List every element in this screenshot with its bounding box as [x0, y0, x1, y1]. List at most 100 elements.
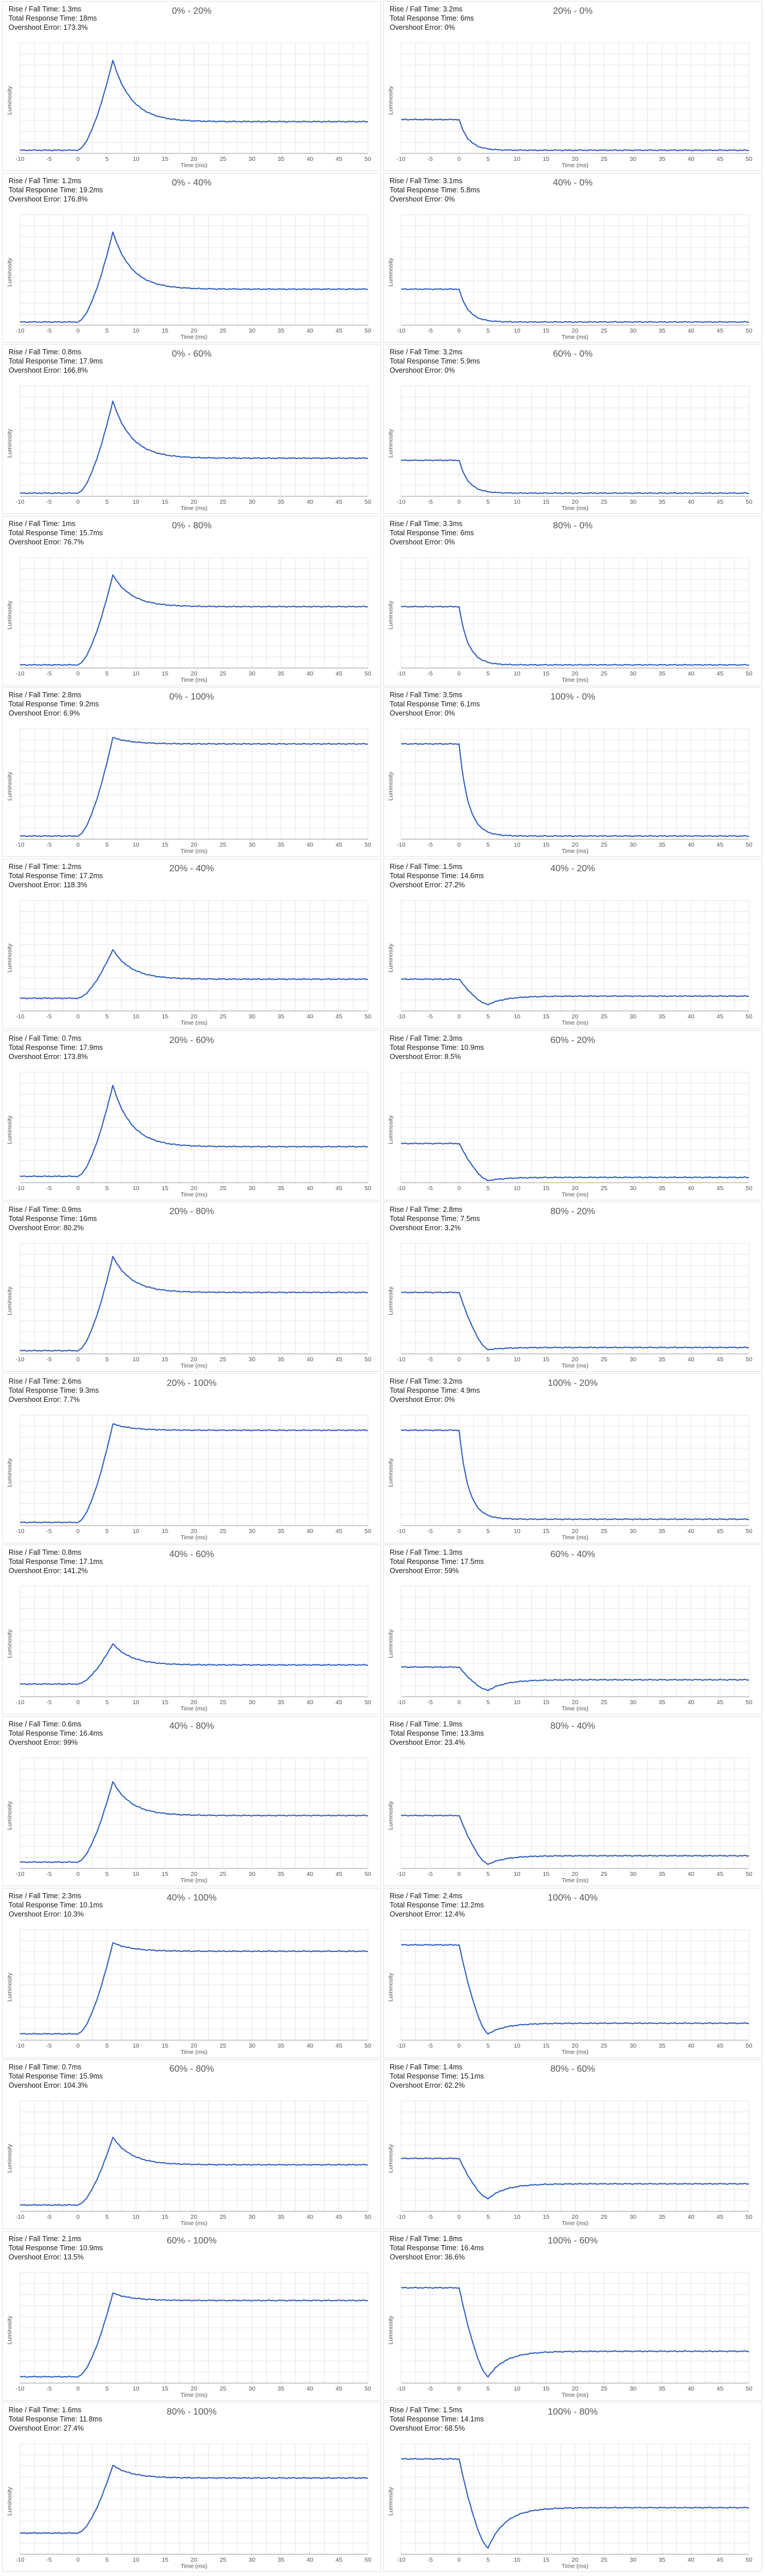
x-tick-label: 35	[278, 156, 284, 163]
x-tick-label: 0	[457, 670, 461, 677]
chart-stats: Rise / Fall Time: 1ms Total Response Time…	[9, 519, 103, 547]
y-axis-label: Luminosity	[6, 772, 13, 801]
x-tick-label: 35	[659, 1871, 665, 1878]
chart-title: 0% - 80%	[172, 521, 212, 531]
chart-title: 100% - 20%	[548, 1378, 598, 1388]
x-tick-label: 50	[746, 841, 752, 848]
chart-title: 20% - 80%	[169, 1207, 215, 1216]
x-tick-label: 40	[307, 499, 314, 505]
x-tick-label: 0	[76, 2557, 80, 2563]
x-tick-label: 30	[248, 499, 255, 505]
x-tick-label: 50	[364, 156, 371, 163]
x-tick-label: 10	[514, 1871, 521, 1878]
x-tick-label: 10	[133, 156, 140, 163]
x-tick-label: 5	[486, 1528, 490, 1535]
x-tick-label: 10	[133, 1699, 140, 1706]
x-tick-label: 15	[542, 1871, 549, 1878]
rise-fall-time: Rise / Fall Time: 0.7ms	[9, 1034, 82, 1042]
x-tick-label: 0	[76, 841, 80, 848]
x-tick-label: 45	[716, 2042, 723, 2049]
x-axis-label: Time (ms)	[562, 1705, 589, 1712]
chart-stats: Rise / Fall Time: 3.2ms Total Response Ti…	[390, 347, 480, 375]
chart-stats: Rise / Fall Time: 3.1ms Total Response Ti…	[390, 176, 480, 204]
response-series-line	[401, 742, 750, 837]
x-tick-label: 0	[76, 1871, 80, 1878]
x-tick-label: 50	[746, 2557, 752, 2563]
chart-panel: Rise / Fall Time: 0.8ms Total Response Ti…	[2, 344, 381, 514]
y-axis-label: Luminosity	[387, 86, 394, 115]
x-tick-label: 20	[572, 327, 578, 334]
x-tick-label: 40	[307, 1356, 314, 1363]
y-axis-label: Luminosity	[387, 600, 394, 630]
x-tick-label: 45	[716, 2557, 723, 2563]
x-tick-label: -5	[427, 1356, 433, 1363]
y-axis-label: Luminosity	[6, 943, 13, 973]
chart-title: 40% - 100%	[167, 1893, 217, 1903]
x-tick-label: 30	[629, 1871, 636, 1878]
chart-stats: Rise / Fall Time: 1.3ms Total Response Ti…	[390, 1548, 484, 1575]
rise-fall-time: Rise / Fall Time: 2.3ms	[390, 1034, 463, 1042]
x-tick-label: 50	[364, 1871, 371, 1878]
total-response-time: Total Response Time: 16ms	[9, 1215, 97, 1223]
x-tick-label: 30	[248, 327, 255, 334]
x-tick-label: 20	[191, 327, 197, 334]
x-tick-label: 20	[572, 2385, 578, 2392]
x-tick-label: -10	[397, 1013, 405, 1020]
x-axis-label: Time (ms)	[181, 2220, 208, 2227]
x-tick-label: 25	[601, 499, 608, 505]
chart-plot: -10 -5 0 5 10 15 20 25 30 35 40 45 50 Time (ms) Lumino…	[387, 42, 752, 169]
x-tick-label: 0	[457, 1699, 461, 1706]
rise-fall-time: Rise / Fall Time: 1.3ms	[390, 1548, 463, 1556]
chart-panel: Rise / Fall Time: 2.3ms Total Response Ti…	[2, 1888, 381, 2058]
chart-panel: Rise / Fall Time: 1.4ms Total Response Ti…	[383, 2059, 762, 2229]
x-tick-label: 45	[716, 1185, 723, 1192]
rise-fall-time: Rise / Fall Time: 2.3ms	[9, 1892, 82, 1900]
chart-title: 60% - 40%	[550, 1550, 596, 1559]
x-tick-label: 5	[486, 1185, 490, 1192]
x-tick-label: 0	[457, 2042, 461, 2049]
chart-stats: Rise / Fall Time: 2.6ms Total Response Ti…	[9, 1377, 99, 1404]
chart-stats: Rise / Fall Time: 1.5ms Total Response Ti…	[390, 862, 484, 890]
x-tick-label: 25	[601, 841, 608, 848]
x-tick-label: 35	[278, 1699, 284, 1706]
x-tick-label: 40	[688, 1528, 695, 1535]
x-tick-label: -10	[397, 841, 405, 848]
chart-title: 100% - 80%	[548, 2407, 598, 2417]
x-tick-label: 0	[76, 156, 80, 163]
chart-panel: Rise / Fall Time: 2.8ms Total Response Ti…	[2, 687, 381, 857]
x-tick-label: 20	[572, 670, 578, 677]
chart-plot: -10 -5 0 5 10 15 20 25 30 35 40 45 50 Time (ms) Lumino…	[387, 2443, 752, 2570]
x-tick-label: 25	[601, 2214, 608, 2221]
x-tick-label: 15	[161, 2214, 168, 2221]
x-tick-label: 20	[572, 1528, 578, 1535]
x-tick-label: 25	[220, 1528, 227, 1535]
x-tick-label: 45	[335, 670, 342, 677]
response-series-line	[401, 2458, 750, 2549]
x-tick-label: 25	[220, 1699, 227, 1706]
chart-stats: Rise / Fall Time: 1.5ms Total Response Ti…	[390, 2405, 484, 2433]
x-tick-label: 0	[76, 1013, 80, 1020]
x-tick-label: 10	[133, 2385, 140, 2392]
chart-plot: -10 -5 0 5 10 15 20 25 30 35 40 45 50 Time (ms) Lumino…	[6, 557, 371, 683]
x-tick-label: 10	[133, 1013, 140, 1020]
x-tick-label: 10	[514, 2214, 521, 2221]
x-tick-label: 5	[105, 2042, 109, 2049]
x-tick-label: 40	[307, 670, 314, 677]
x-axis-label: Time (ms)	[181, 848, 208, 855]
chart-stats: Rise / Fall Time: 3.2ms Total Response Ti…	[390, 1377, 480, 1404]
chart-title: 80% - 40%	[550, 1721, 596, 1731]
x-tick-label: -10	[397, 499, 405, 505]
x-tick-label: 45	[716, 1699, 723, 1706]
chart-plot: -10 -5 0 5 10 15 20 25 30 35 40 45 50 Time (ms) Lumino…	[6, 385, 371, 512]
x-tick-label: 20	[191, 1013, 197, 1020]
x-tick-label: 40	[688, 2557, 695, 2563]
rise-fall-time: Rise / Fall Time: 1ms	[9, 520, 76, 528]
y-axis-label: Luminosity	[6, 2487, 13, 2516]
x-tick-label: 40	[307, 1185, 314, 1192]
total-response-time: Total Response Time: 15.7ms	[9, 529, 103, 537]
x-tick-label: 10	[133, 1871, 140, 1878]
x-tick-label: 50	[746, 1356, 752, 1363]
total-response-time: Total Response Time: 16.4ms	[390, 2244, 484, 2252]
x-tick-label: 25	[601, 1356, 608, 1363]
x-tick-label: -5	[46, 2214, 51, 2221]
